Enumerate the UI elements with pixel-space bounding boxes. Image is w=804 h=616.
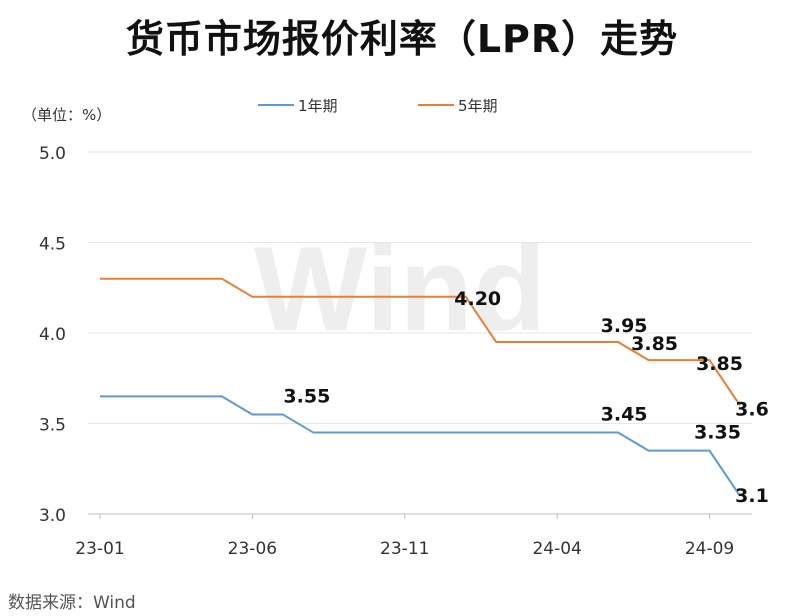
y-tick-label: 5.0	[39, 144, 66, 164]
y-tick-label: 3.0	[39, 506, 66, 526]
x-tick-label: 23-11	[380, 539, 429, 559]
series-line-1y	[100, 395, 741, 497]
data-label: 3.85	[631, 333, 678, 355]
x-tick-label: 23-06	[228, 539, 277, 559]
x-tick-label: 23-01	[75, 539, 124, 559]
data-label: 4.20	[454, 288, 501, 310]
x-tick-label: 24-09	[685, 539, 734, 559]
x-tick-label: 24-04	[532, 539, 581, 559]
chart-title: 货币市场报价利率（LPR）走势	[125, 17, 679, 61]
y-tick-label: 3.5	[39, 416, 66, 436]
y-tick-label: 4.0	[39, 325, 66, 345]
unit-label: （单位：%）	[22, 106, 112, 124]
legend-label-1y: 1年期	[298, 97, 338, 115]
series-line-5y	[100, 277, 741, 406]
data-label: 3.55	[283, 385, 330, 407]
data-source: 数据来源：Wind	[8, 593, 136, 613]
data-label: 3.85	[696, 353, 743, 375]
data-label: 3.35	[694, 422, 741, 444]
data-label: 3.45	[601, 404, 648, 426]
watermark: Wind	[254, 222, 546, 356]
data-label: 3.6	[735, 398, 769, 420]
data-label: 3.95	[601, 315, 648, 337]
data-label: 3.1	[735, 485, 769, 507]
legend-label-5y: 5年期	[458, 97, 498, 115]
y-tick-label: 4.5	[39, 235, 66, 255]
